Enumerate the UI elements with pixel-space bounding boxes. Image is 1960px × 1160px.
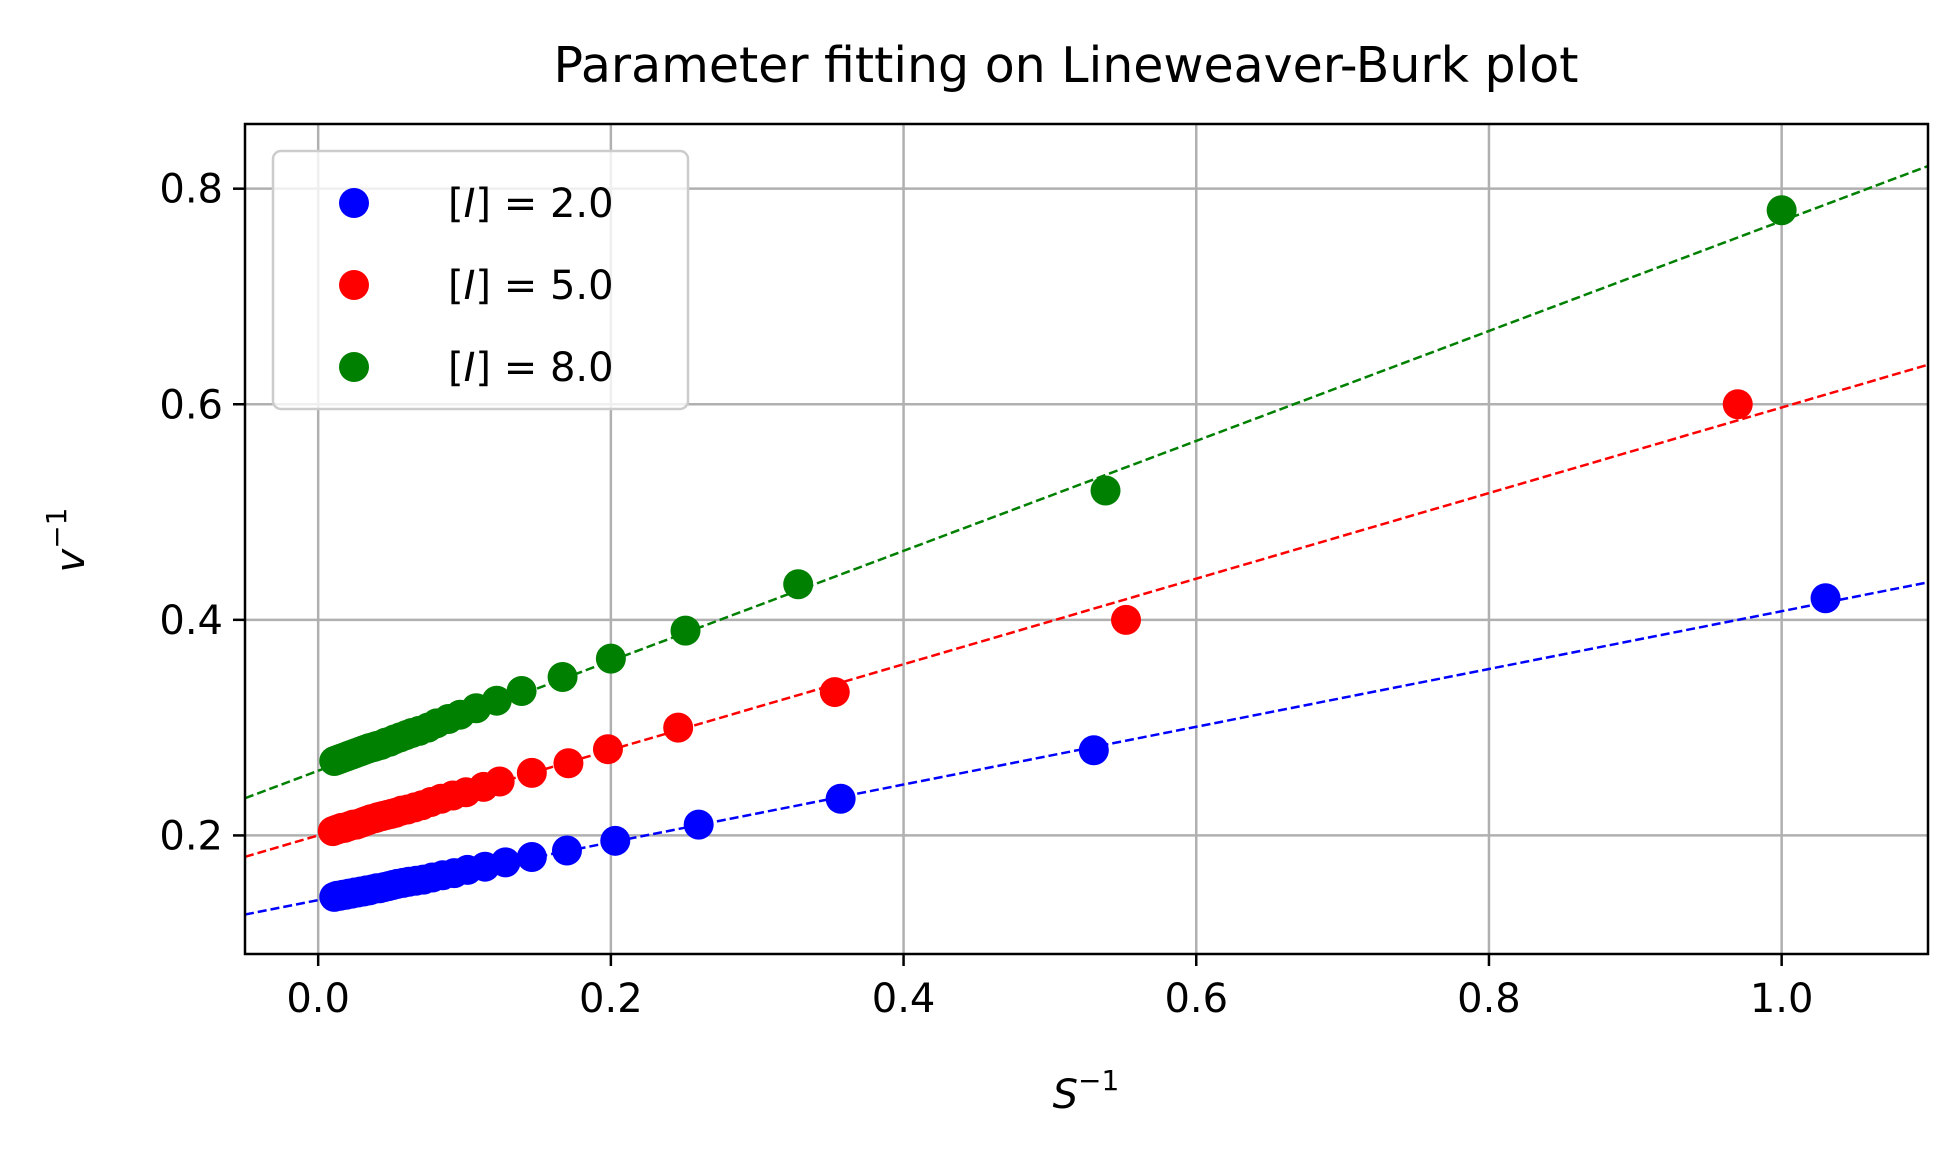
legend-box (271, 149, 690, 411)
legend-label-i8: [I] = 8.0 (448, 345, 614, 391)
legend-label-i5: [I] = 5.0 (448, 263, 614, 309)
y-axis-label: v−1 (40, 508, 94, 573)
data-point-i2 (319, 881, 350, 912)
data-point-i8 (547, 661, 578, 692)
data-point-i5 (317, 816, 348, 847)
legend: [I] = 2.0 [I] = 5.0 [I] = 8.0 (271, 149, 690, 411)
data-point-i2 (600, 825, 631, 856)
data-points (317, 195, 1841, 912)
y-tick-label: 0.4 (159, 598, 223, 644)
x-tick-label: 1.0 (1750, 976, 1814, 1022)
x-tick-label: 0.8 (1457, 976, 1521, 1022)
data-point-i2 (551, 835, 582, 866)
data-point-i8 (595, 643, 626, 674)
data-point-i8 (319, 746, 350, 777)
chart-title: Parameter fitting on Lineweaver-Burk plo… (554, 37, 1579, 94)
legend-marker-i2 (339, 188, 369, 218)
data-point-i5 (592, 734, 623, 765)
data-point-i2 (1078, 735, 1109, 766)
data-point-i8 (1766, 195, 1797, 226)
data-point-i5 (553, 748, 584, 779)
data-point-i8 (506, 675, 537, 706)
data-point-i5 (1722, 389, 1753, 420)
data-point-i5 (1111, 604, 1142, 635)
y-tick-label: 0.2 (159, 813, 223, 859)
data-point-i5 (516, 757, 547, 788)
legend-marker-i8 (339, 352, 369, 382)
x-tick-label: 0.6 (1164, 976, 1228, 1022)
legend-marker-i5 (339, 270, 369, 300)
y-tick-label: 0.8 (159, 167, 223, 213)
data-point-i5 (663, 712, 694, 743)
x-axis-ticks: 0.0 0.2 0.4 0.6 0.8 1.0 (286, 954, 1813, 1022)
x-tick-label: 0.2 (579, 976, 643, 1022)
data-point-i8 (670, 615, 701, 646)
x-tick-label: 0.0 (286, 976, 350, 1022)
x-axis-label: S−1 (1053, 1064, 1120, 1118)
data-point-i2 (516, 841, 547, 872)
x-tick-label: 0.4 (872, 976, 936, 1022)
data-point-i5 (819, 677, 850, 708)
data-point-i2 (1810, 583, 1841, 614)
plot-frame (243, 122, 1930, 956)
data-point-i8 (1090, 475, 1121, 506)
y-axis-ticks: 0.2 0.4 0.6 0.8 (159, 167, 245, 859)
y-tick-label: 0.6 (159, 382, 223, 428)
data-point-i2 (825, 783, 856, 814)
data-point-i2 (683, 809, 714, 840)
data-point-i8 (783, 569, 814, 600)
legend-label-i2: [I] = 2.0 (448, 181, 614, 227)
